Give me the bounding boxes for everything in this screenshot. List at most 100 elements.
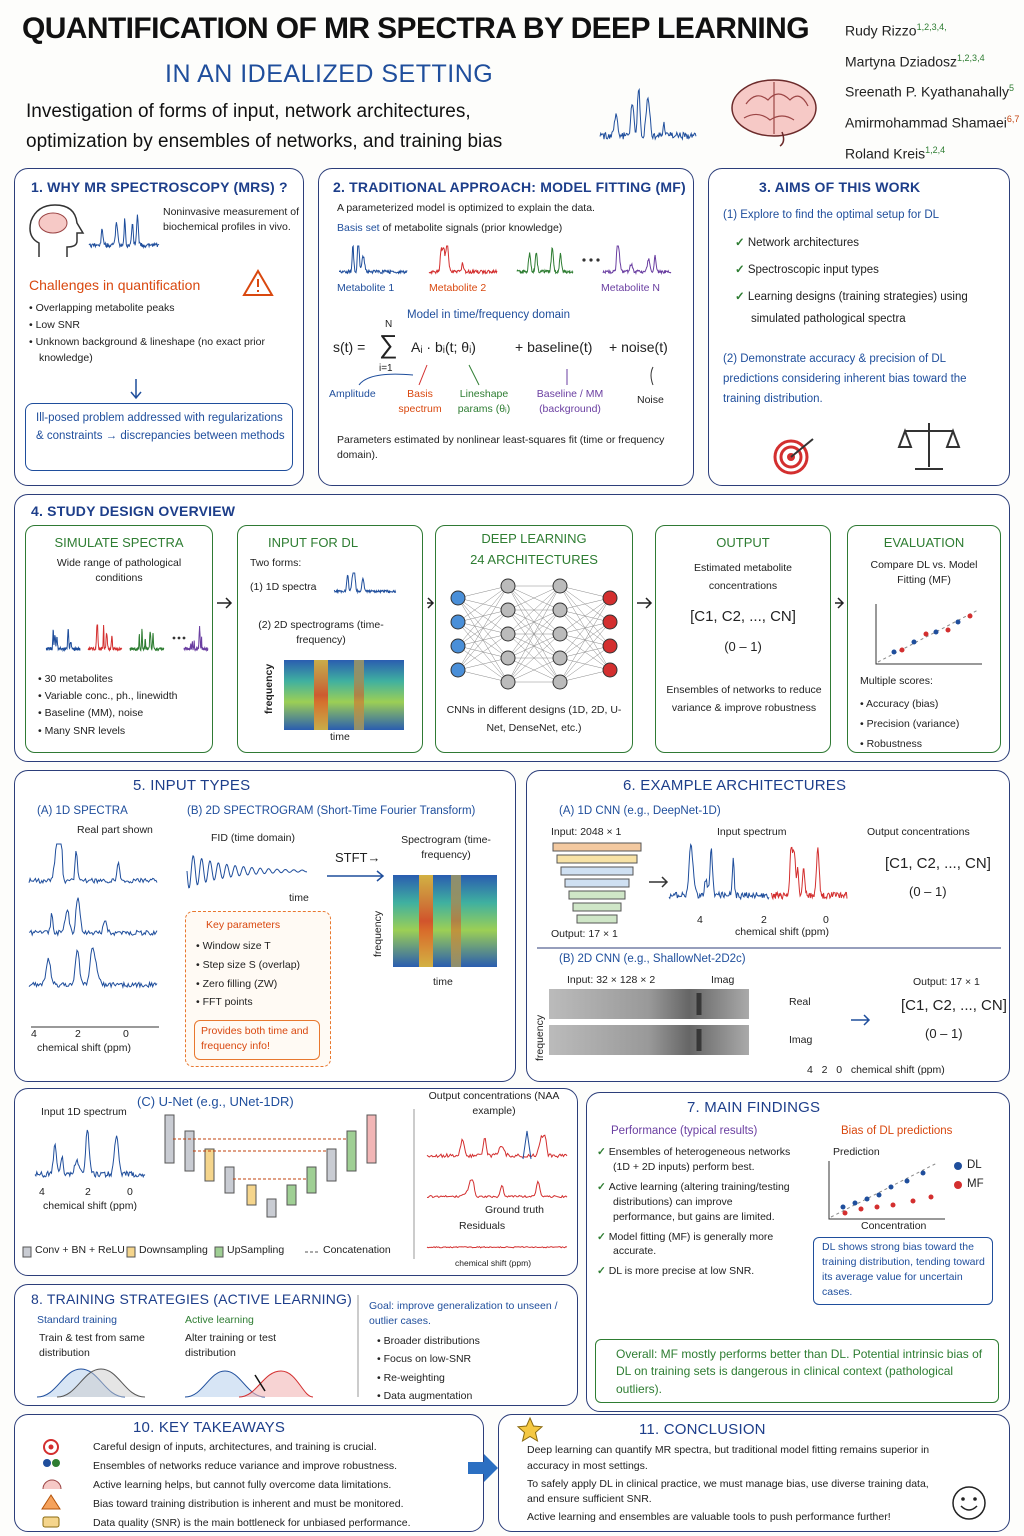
metabolite-label: Metabolite 1 bbox=[337, 282, 395, 294]
label: Imag bbox=[789, 1034, 813, 1046]
spectrum bbox=[28, 897, 158, 937]
output-spectrum bbox=[426, 1130, 568, 1160]
neuron bbox=[500, 602, 516, 618]
sub-title: (A) 1D SPECTRA bbox=[37, 805, 128, 817]
box-text: Two forms: bbox=[250, 557, 302, 569]
section-why-mrs: 1. WHY MR SPECTROSCOPY (MRS) ? Noninvasi… bbox=[14, 168, 304, 486]
metabolite-label: Metabolite N bbox=[601, 282, 660, 294]
takeaway: Ensembles of networks reduce variance an… bbox=[93, 1460, 398, 1472]
unet-block bbox=[246, 1184, 257, 1206]
aim: (1) Explore to find the optimal setup fo… bbox=[723, 209, 940, 221]
section-takeaways: 10. KEY TAKEAWAYS Careful design of inpu… bbox=[14, 1414, 484, 1532]
neuron bbox=[552, 674, 568, 690]
text: Alter training or test distribution bbox=[185, 1332, 277, 1360]
box-text: Multiple scores: bbox=[860, 675, 933, 687]
section-title: 10. KEY TAKEAWAYS bbox=[133, 1419, 286, 1436]
model-title: Model in time/frequency domain bbox=[407, 309, 570, 321]
legend-label: DL bbox=[967, 1159, 982, 1171]
connection bbox=[559, 597, 611, 611]
bias-note: DL shows strong bias toward the training… bbox=[822, 1241, 985, 1298]
connection bbox=[559, 585, 611, 599]
section-model-fitting: 2. TRADITIONAL APPROACH: MODEL FITTING (… bbox=[318, 168, 694, 486]
paragraph: Active learning and ensembles are valuab… bbox=[527, 1511, 891, 1523]
spectrum-icon bbox=[88, 214, 160, 250]
tick-label: 4 bbox=[697, 914, 703, 926]
divider bbox=[537, 947, 1001, 949]
ground-truth bbox=[426, 1179, 568, 1199]
tick-label: 0 bbox=[127, 1186, 133, 1198]
x-axis bbox=[31, 1026, 159, 1028]
sub-title: (C) U-Net (e.g., UNet-1DR) bbox=[137, 1094, 294, 1109]
neuron bbox=[450, 590, 466, 606]
author-name: Roland Kreis bbox=[845, 145, 926, 162]
bullet: Broader distributions bbox=[377, 1333, 567, 1349]
box-text: CNNs in different designs (1D, 2D, U-Net… bbox=[446, 704, 622, 734]
axis-label: frequency bbox=[534, 1014, 546, 1061]
vector: [C1, C2, ..., CN] bbox=[901, 997, 1007, 1014]
label: FID (time domain) bbox=[211, 832, 296, 844]
takeaway: Bias toward training distribution is inh… bbox=[93, 1498, 404, 1510]
basis-rest: of metabolite signals (prior knowledge) bbox=[382, 222, 563, 234]
unet-diagram bbox=[164, 1114, 377, 1218]
label: Input: 32 × 128 × 2 bbox=[567, 974, 656, 986]
section-title: 6. EXAMPLE ARCHITECTURES bbox=[623, 777, 847, 794]
goal: Goal: improve generalization to unseen /… bbox=[369, 1300, 558, 1328]
neuron bbox=[552, 626, 568, 642]
connection bbox=[507, 657, 561, 683]
title-line: DEEP LEARNING bbox=[481, 531, 587, 546]
tick-label: 0 bbox=[123, 1028, 129, 1040]
axis-label: time bbox=[330, 731, 350, 743]
axis-label: chemical shift (ppm) bbox=[455, 1258, 532, 1268]
connection bbox=[559, 669, 611, 683]
conclusion: Deep learning can quantify MR spectra, b… bbox=[527, 1443, 947, 1528]
connection bbox=[507, 585, 561, 635]
axis-label: 4 2 0 chemical shift (ppm) bbox=[807, 1063, 945, 1078]
axis-label: chemical shift (ppm) bbox=[43, 1200, 137, 1212]
neuron bbox=[552, 578, 568, 594]
box-text: Compare DL vs. Model Fitting (MF) bbox=[870, 559, 978, 587]
metabolite-spectrum bbox=[339, 244, 408, 275]
bullet: Precision (variance) bbox=[860, 716, 998, 734]
aim: (2) Demonstrate accuracy & precision of … bbox=[723, 353, 967, 406]
equation-lhs: s(t) = bbox=[333, 339, 366, 355]
legend-label: Concatenation bbox=[323, 1244, 391, 1256]
challenge: Unknown background & lineshape (no exact… bbox=[29, 335, 291, 365]
header-spectrum bbox=[599, 87, 697, 141]
arrow bbox=[327, 870, 385, 882]
tick-label: 2 bbox=[821, 1064, 828, 1076]
bullets: Accuracy (bias) Precision (variance) Robus… bbox=[860, 696, 998, 756]
arrow bbox=[851, 1014, 871, 1026]
equation-noise: + noise(t) bbox=[609, 339, 668, 355]
label: Output: 17 × 1 bbox=[551, 928, 618, 940]
overall: Overall: MF mostly performs better than … bbox=[616, 1347, 983, 1396]
connection bbox=[507, 633, 561, 683]
simulate-box: SIMULATE SPECTRA Wide range of pathologi… bbox=[25, 525, 213, 753]
connection bbox=[559, 621, 611, 683]
params: Window size T Step size S (overlap) Zero f… bbox=[196, 938, 328, 1013]
unet-block bbox=[306, 1166, 317, 1194]
sim-spectrum bbox=[129, 628, 165, 652]
section-study-design: 4. STUDY DESIGN OVERVIEW SIMULATE SPECTR… bbox=[14, 494, 1010, 762]
neuron bbox=[602, 614, 618, 630]
range: (0 – 1) bbox=[724, 639, 762, 654]
sub-title: (B) 2D CNN (e.g., ShallowNet-2D2c) bbox=[559, 953, 746, 965]
scales-icon bbox=[897, 423, 961, 470]
legend-swatches bbox=[22, 1246, 319, 1258]
finding: Active learning (altering training/testi… bbox=[597, 1180, 797, 1225]
box-title: OUTPUT bbox=[716, 535, 770, 550]
neuron bbox=[552, 602, 568, 618]
finding: Model fitting (MF) is generally more acc… bbox=[597, 1230, 797, 1260]
note: Ill-posed problem addressed with regular… bbox=[36, 412, 285, 442]
connection bbox=[457, 585, 509, 647]
params-note-box: Provides both time and frequency info! bbox=[194, 1020, 320, 1060]
author-affiliations: 5 bbox=[1008, 83, 1014, 94]
scatter-icon bbox=[875, 604, 982, 665]
distribution-curves bbox=[184, 1370, 314, 1398]
axis-label: Prediction bbox=[833, 1146, 880, 1158]
spectrum-line bbox=[87, 624, 123, 652]
section-title: 5. INPUT TYPES bbox=[133, 777, 251, 794]
sub-title: (A) 1D CNN (e.g., DeepNet-1D) bbox=[559, 805, 721, 817]
connection bbox=[507, 585, 561, 659]
